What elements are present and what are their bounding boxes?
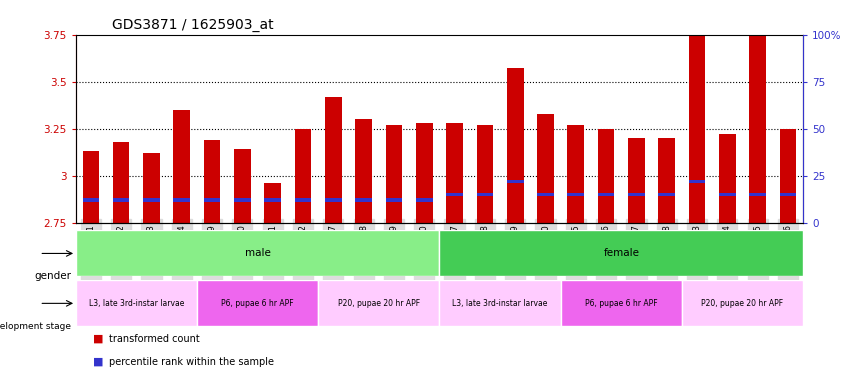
Bar (682, 280, 803, 326)
Bar (749, 25, 766, 223)
Bar (659, 193, 675, 196)
Bar (568, 193, 584, 196)
Bar (447, 123, 463, 223)
Text: P6, pupae 6 hr APF: P6, pupae 6 hr APF (585, 299, 658, 308)
Text: GDS3871 / 1625903_at: GDS3871 / 1625903_at (112, 18, 273, 32)
Bar (143, 153, 160, 223)
Bar (234, 149, 251, 223)
Bar (355, 119, 372, 223)
Bar (598, 193, 615, 196)
Bar (719, 193, 736, 196)
Bar (173, 199, 190, 202)
Bar (689, 16, 706, 223)
Text: gender: gender (34, 271, 71, 281)
Bar (82, 199, 99, 202)
Bar (447, 193, 463, 196)
Text: female: female (603, 248, 639, 258)
Bar (416, 199, 432, 202)
Text: ■: ■ (93, 357, 103, 367)
Text: percentile rank within the sample: percentile rank within the sample (109, 357, 274, 367)
Bar (477, 193, 493, 196)
Bar (204, 199, 220, 202)
Bar (416, 123, 432, 223)
Bar (234, 199, 251, 202)
Text: L3, late 3rd-instar larvae: L3, late 3rd-instar larvae (452, 299, 547, 308)
Bar (537, 193, 554, 196)
Bar (325, 199, 341, 202)
Bar (173, 110, 190, 223)
Bar (780, 193, 796, 196)
Bar (294, 199, 311, 202)
Bar (264, 199, 281, 202)
Bar (561, 280, 682, 326)
Bar (355, 199, 372, 202)
Bar (537, 114, 554, 223)
Bar (264, 183, 281, 223)
Bar (113, 142, 130, 223)
Bar (113, 199, 130, 202)
Bar (628, 193, 645, 196)
Bar (386, 125, 402, 223)
Bar (507, 180, 524, 183)
Bar (439, 280, 561, 326)
Bar (82, 151, 99, 223)
Text: P20, pupae 20 hr APF: P20, pupae 20 hr APF (701, 299, 784, 308)
Bar (439, 230, 803, 276)
Bar (325, 97, 341, 223)
Text: ■: ■ (93, 334, 103, 344)
Bar (318, 280, 439, 326)
Bar (689, 180, 706, 183)
Bar (76, 230, 439, 276)
Bar (197, 280, 318, 326)
Bar (628, 138, 645, 223)
Bar (598, 129, 615, 223)
Bar (780, 129, 796, 223)
Bar (386, 199, 402, 202)
Bar (568, 125, 584, 223)
Text: P6, pupae 6 hr APF: P6, pupae 6 hr APF (221, 299, 294, 308)
Text: development stage: development stage (0, 322, 71, 331)
Text: male: male (245, 248, 271, 258)
Text: L3, late 3rd-instar larvae: L3, late 3rd-instar larvae (88, 299, 184, 308)
Bar (204, 140, 220, 223)
Bar (507, 68, 524, 223)
Text: P20, pupae 20 hr APF: P20, pupae 20 hr APF (338, 299, 420, 308)
Bar (294, 129, 311, 223)
Bar (719, 134, 736, 223)
Bar (477, 125, 493, 223)
Bar (76, 280, 197, 326)
Bar (143, 199, 160, 202)
Bar (659, 138, 675, 223)
Bar (749, 193, 766, 196)
Text: transformed count: transformed count (109, 334, 200, 344)
